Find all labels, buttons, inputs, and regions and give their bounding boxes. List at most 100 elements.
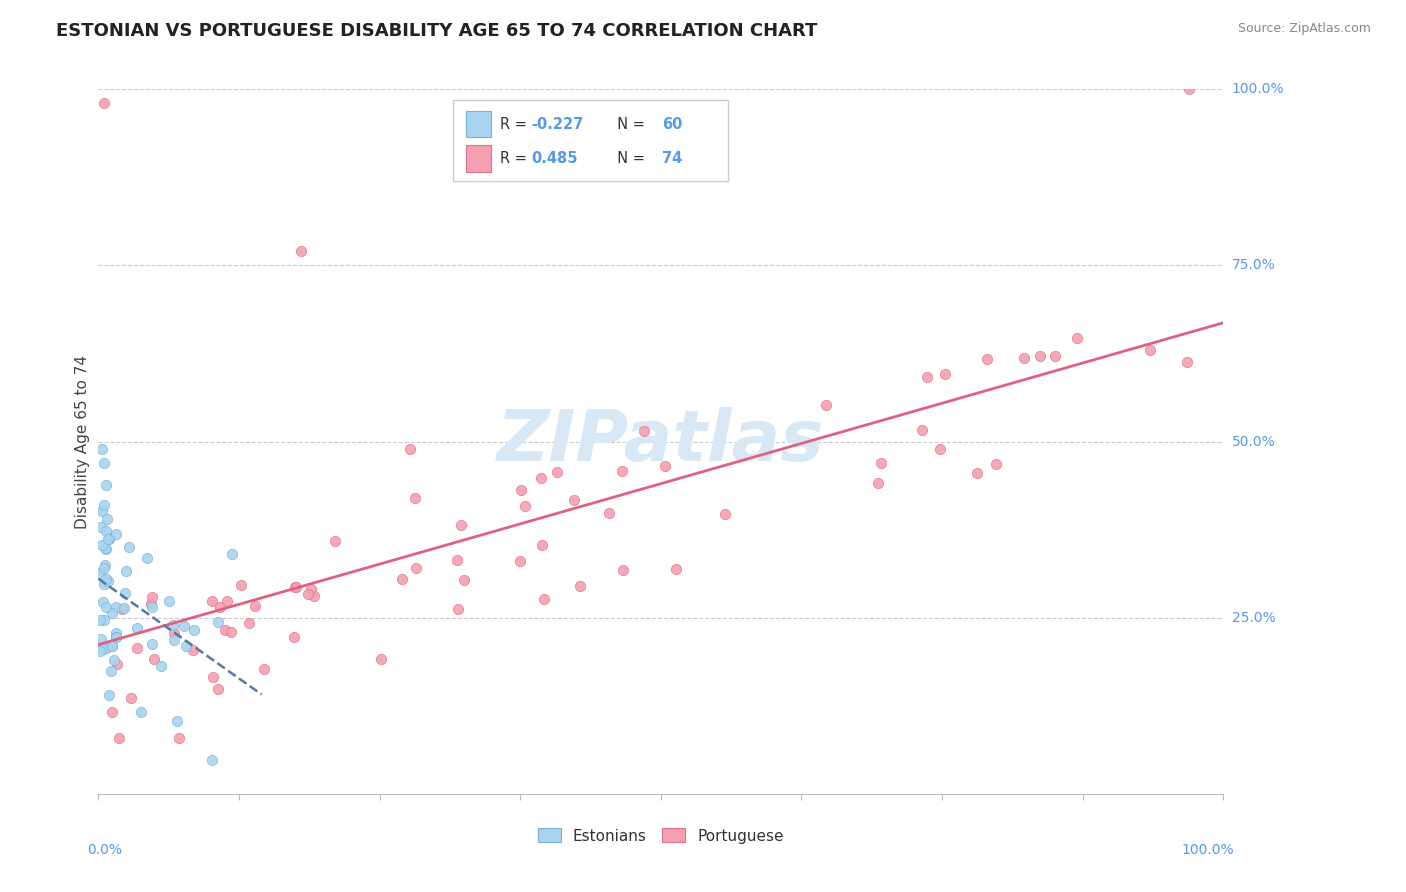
- Point: [94, 524, 117, 539]
- Point: [297, 587, 319, 601]
- Point: [94, 558, 117, 572]
- Point: [1029, 349, 1052, 363]
- Point: [370, 652, 392, 666]
- Point: [90, 538, 112, 552]
- Text: 100.0%: 100.0%: [1232, 82, 1284, 96]
- Point: [97, 688, 120, 702]
- Point: [167, 731, 190, 745]
- Point: [229, 578, 252, 592]
- Legend: Estonians, Portuguese: Estonians, Portuguese: [531, 822, 790, 850]
- Point: [94, 641, 117, 656]
- Point: [1175, 355, 1198, 369]
- Point: [446, 553, 468, 567]
- Point: [90, 504, 112, 518]
- Point: [214, 623, 236, 637]
- Point: [915, 370, 938, 384]
- Point: [284, 580, 307, 594]
- Point: [101, 606, 124, 620]
- Point: [101, 705, 124, 719]
- Point: [207, 682, 229, 697]
- Point: [94, 478, 117, 492]
- Point: [173, 619, 195, 633]
- Point: [97, 574, 120, 589]
- Point: [530, 471, 553, 485]
- Point: [93, 456, 115, 470]
- Point: [100, 665, 122, 679]
- Point: [562, 492, 585, 507]
- Point: [612, 563, 634, 577]
- Point: [284, 580, 307, 594]
- Point: [531, 538, 554, 552]
- Point: [90, 632, 112, 646]
- Point: [163, 626, 186, 640]
- Point: [283, 630, 305, 644]
- Point: [245, 599, 267, 614]
- Point: [665, 562, 688, 576]
- Point: [96, 512, 118, 526]
- Text: 50.0%: 50.0%: [1232, 434, 1275, 449]
- Point: [654, 458, 676, 473]
- Point: [141, 600, 163, 615]
- Point: [97, 532, 120, 546]
- Text: 0.0%: 0.0%: [87, 843, 122, 857]
- Point: [1043, 349, 1066, 363]
- Point: [290, 244, 312, 259]
- Point: [323, 534, 346, 549]
- Text: ZIPatlas: ZIPatlas: [498, 407, 824, 476]
- Point: [94, 541, 117, 556]
- Text: 60: 60: [662, 117, 682, 132]
- Point: [93, 641, 115, 656]
- Point: [404, 491, 426, 505]
- Point: [89, 644, 111, 658]
- Point: [405, 561, 427, 575]
- Point: [93, 560, 115, 574]
- Point: [150, 659, 173, 673]
- Point: [870, 457, 893, 471]
- Point: [98, 531, 121, 545]
- Point: [108, 731, 131, 745]
- Point: [93, 498, 115, 512]
- Point: [94, 541, 117, 555]
- Point: [91, 594, 114, 608]
- Point: [127, 640, 149, 655]
- Text: R =: R =: [501, 117, 531, 132]
- Point: [509, 554, 531, 568]
- Point: [163, 633, 186, 648]
- Point: [1066, 331, 1088, 345]
- Point: [93, 96, 115, 111]
- Point: [141, 637, 163, 651]
- Point: [221, 548, 243, 562]
- Text: 0.485: 0.485: [531, 151, 578, 166]
- Text: ESTONIAN VS PORTUGUESE DISABILITY AGE 65 TO 74 CORRELATION CHART: ESTONIAN VS PORTUGUESE DISABILITY AGE 65…: [56, 22, 818, 40]
- Point: [183, 623, 205, 637]
- Text: 100.0%: 100.0%: [1182, 843, 1234, 857]
- Point: [90, 442, 112, 456]
- Point: [201, 594, 224, 608]
- Point: [1178, 82, 1201, 96]
- Point: [453, 573, 475, 587]
- Point: [450, 517, 472, 532]
- Point: [162, 617, 184, 632]
- Point: [120, 691, 142, 706]
- Point: [929, 442, 952, 457]
- Point: [976, 351, 998, 366]
- Text: Source: ZipAtlas.com: Source: ZipAtlas.com: [1237, 22, 1371, 36]
- Point: [96, 640, 118, 655]
- FancyBboxPatch shape: [467, 111, 491, 137]
- Point: [159, 593, 181, 607]
- Point: [141, 591, 163, 605]
- Point: [447, 602, 470, 616]
- Point: [105, 657, 128, 671]
- Point: [868, 476, 890, 491]
- Text: R =: R =: [501, 151, 531, 166]
- Point: [815, 398, 838, 412]
- Point: [934, 367, 956, 381]
- Point: [201, 753, 224, 767]
- Point: [1139, 343, 1161, 357]
- Point: [89, 566, 111, 581]
- Point: [183, 643, 205, 657]
- Point: [136, 550, 159, 565]
- Text: 74: 74: [662, 151, 682, 166]
- Point: [100, 639, 122, 653]
- Point: [610, 464, 633, 478]
